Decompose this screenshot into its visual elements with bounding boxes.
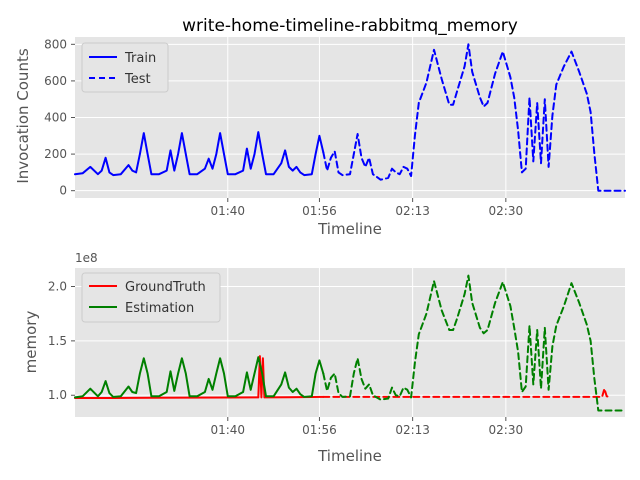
x-tick-label: 01:56 [302, 204, 337, 218]
legend: GroundTruth Estimation [81, 272, 221, 323]
x-tick-label: 01:40 [210, 423, 245, 437]
x-tick-label: 01:56 [302, 423, 337, 437]
y-axis-label: Invocation Counts [14, 48, 32, 183]
series-line-estimation-test [322, 274, 626, 412]
y-tick-label: 800 [44, 37, 67, 51]
legend: Train Test [81, 42, 169, 93]
series-line-estimation [74, 356, 325, 399]
y-tick-label: 200 [44, 147, 67, 161]
x-tick-label: 02:30 [489, 204, 524, 218]
x-tick-label: 02:30 [489, 423, 524, 437]
x-axis-label: Timeline [317, 220, 382, 238]
y-tick-label: 1.0 [48, 388, 67, 402]
series-line-groundtruth-test [322, 387, 611, 398]
series-line-test [322, 43, 626, 192]
legend-test-label: Test [124, 72, 151, 87]
x-tick-label: 02:13 [395, 423, 430, 437]
x-axis-label: Timeline [317, 447, 382, 465]
x-tick-label: 02:13 [395, 204, 430, 218]
y-tick-label: 600 [44, 74, 67, 88]
y-tick-label: 1.5 [48, 334, 67, 348]
series-line-train [74, 131, 325, 177]
y-tick-label: 2.0 [48, 279, 67, 293]
series-lines [74, 43, 626, 192]
invocation-counts-plot: 0 200 400 600 800 01:40 01:56 02:13 02:30 Train … [14, 37, 626, 238]
tick-labels: 0 200 400 600 800 01:40 01:56 02:13 02:30 [44, 37, 523, 218]
tick-labels: 1.0 1.5 2.0 01:40 01:56 02:13 02:30 [48, 279, 523, 437]
chart-title: write-home-timeline-rabbitmq_memory [182, 16, 518, 36]
x-tick-label: 01:40 [210, 204, 245, 218]
series-lines [74, 274, 626, 412]
legend-estimation-label: Estimation [125, 301, 194, 316]
memory-plot: 1.0 1.5 2.0 01:40 01:56 02:13 02:30 1e8 Ground… [22, 251, 626, 465]
legend-groundtruth-label: GroundTruth [125, 280, 206, 295]
y-axis-label: memory [22, 311, 40, 374]
legend-box [81, 42, 169, 93]
legend-train-label: Train [124, 51, 156, 66]
y-tick-label: 0 [59, 184, 67, 198]
y-scale-label: 1e8 [75, 251, 98, 265]
y-tick-label: 400 [44, 111, 67, 125]
series-line-groundtruth [74, 355, 325, 399]
